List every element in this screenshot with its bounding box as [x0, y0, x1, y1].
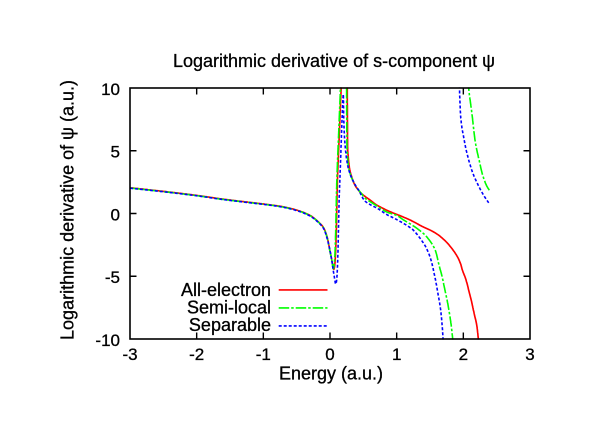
svg-text:5: 5 [111, 143, 120, 162]
svg-text:Separable: Separable [189, 315, 271, 335]
svg-text:2: 2 [459, 345, 468, 364]
svg-text:-2: -2 [189, 345, 204, 364]
svg-text:-3: -3 [122, 345, 137, 364]
svg-text:All-electron: All-electron [181, 280, 271, 300]
svg-text:-5: -5 [105, 268, 120, 287]
svg-text:Energy (a.u.): Energy (a.u.) [279, 364, 383, 384]
svg-text:Logarithmic derivative of s-co: Logarithmic derivative of s-component ψ [173, 51, 495, 71]
svg-text:1: 1 [392, 345, 401, 364]
svg-text:0: 0 [111, 205, 120, 224]
svg-text:Semi-local: Semi-local [187, 298, 271, 318]
svg-text:10: 10 [101, 80, 120, 99]
svg-text:Logarithmic derivative of ψ (a: Logarithmic derivative of ψ (a.u.) [58, 80, 78, 340]
svg-text:-10: -10 [95, 331, 120, 350]
svg-text:-1: -1 [256, 345, 271, 364]
svg-text:0: 0 [325, 345, 334, 364]
svg-text:3: 3 [525, 345, 534, 364]
